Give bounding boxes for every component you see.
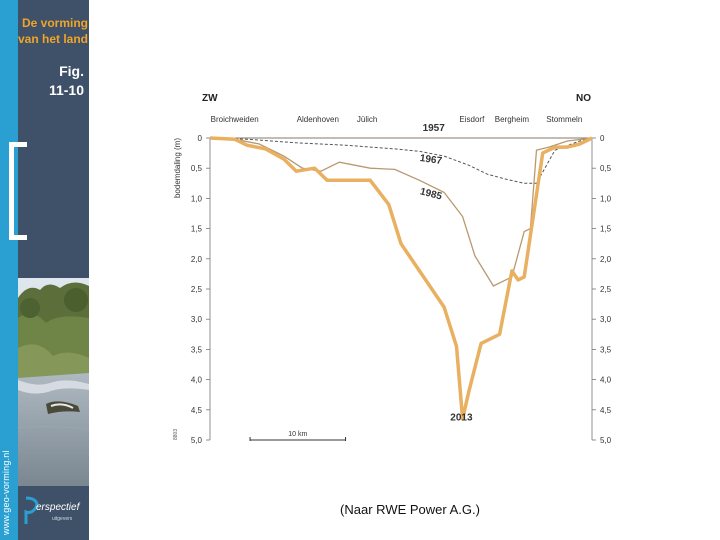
series-line-2013 — [209, 136, 593, 421]
series-label-1957: 1957 — [423, 123, 446, 134]
series-line-1967 — [209, 137, 593, 184]
series-label-1967: 1967 — [419, 153, 443, 167]
publisher-logo: erspectief uitgevers — [22, 496, 86, 530]
logo-subtext: uitgevers — [52, 516, 73, 522]
scale-bar-label: 10 km — [288, 431, 307, 438]
y-tick-label-left: 1,5 — [191, 225, 203, 234]
series-label-2013: 2013 — [450, 413, 473, 424]
y-tick-label-right: 0 — [600, 134, 605, 143]
place-labels: Broichweiden Aldenhoven Jülich Eisdorf Bergh… — [211, 115, 583, 124]
place-label: Jülich — [357, 115, 377, 124]
place-label: Bergheim — [495, 115, 530, 124]
y-tick-label-left: 0 — [198, 134, 203, 143]
place-label: Eisdorf — [459, 115, 485, 124]
y-tick-label-right: 4,5 — [600, 406, 612, 415]
figure-label-line-1: Fig. — [59, 63, 84, 79]
scale-bar: 10 km — [249, 431, 347, 441]
accent-strip — [0, 0, 18, 540]
direction-left-label: ZW — [202, 93, 218, 104]
place-label: Stommeln — [546, 115, 582, 124]
y-tick-label-left: 3,5 — [191, 345, 203, 354]
y-tick-label-right: 2,0 — [600, 255, 612, 264]
y-tick-label-left: 2,0 — [191, 255, 203, 264]
y-tick-label-left: 3,0 — [191, 315, 203, 324]
figure-label-line-2: 11-10 — [48, 82, 84, 98]
y-axis-label: bodemdaling (m) — [173, 138, 182, 198]
y-tick-label-left: 2,5 — [191, 285, 203, 294]
series-label-1985: 1985 — [419, 186, 444, 202]
y-tick-label-left: 0,5 — [191, 164, 203, 173]
corner-code: 8803 — [173, 429, 179, 440]
series-line-1985 — [209, 137, 593, 287]
y-tick-label-right: 1,5 — [600, 225, 612, 234]
y-tick-label-right: 1,0 — [600, 194, 612, 203]
chart-series — [209, 136, 593, 421]
place-label: Broichweiden — [211, 115, 259, 124]
header-line-2: van het land — [18, 32, 89, 46]
y-tick-label-left: 4,0 — [191, 376, 203, 385]
logo-mark-icon — [24, 496, 39, 524]
figure-label: Fig. 11-10 — [18, 62, 84, 100]
y-tick-label-right: 2,5 — [600, 285, 612, 294]
direction-right-label: NO — [576, 93, 591, 104]
y-tick-label-left: 5,0 — [191, 436, 203, 445]
y-tick-label-left: 1,0 — [191, 194, 203, 203]
subsidence-chart: ZW NO Broichweiden Aldenhoven Jülich Eisdor… — [173, 93, 612, 445]
place-label: Aldenhoven — [297, 115, 339, 124]
chart-axes: 0 0 0,5 0,5 1,0 1,0 1,5 1,5 2,0 2,0 2,5 2,5 3,0 3,0 3,… — [191, 134, 612, 445]
y-tick-label-right: 0,5 — [600, 164, 612, 173]
series-labels: 1957 1967 1985 2013 — [419, 123, 473, 424]
y-tick-label-right: 3,5 — [600, 345, 612, 354]
y-tick-label-left: 4,5 — [191, 406, 203, 415]
header-title: De vorming van het land — [18, 15, 88, 47]
logo-text: erspectief — [36, 502, 80, 513]
y-tick-label-right: 3,0 — [600, 315, 612, 324]
y-tick-label-right: 4,0 — [600, 376, 612, 385]
source-note: (Naar RWE Power A.G.) — [340, 502, 480, 517]
landscape-photo — [18, 278, 89, 486]
y-tick-label-right: 5,0 — [600, 436, 612, 445]
landscape-photo-art — [18, 278, 89, 486]
header-line-1: De vorming — [21, 16, 88, 30]
bracket-decoration — [9, 142, 27, 240]
website-url-vertical: www.geo-vorming.nl — [1, 450, 11, 535]
